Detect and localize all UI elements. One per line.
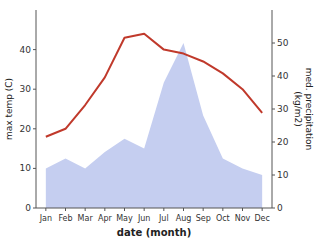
y2-tick-label: 30 bbox=[277, 104, 289, 114]
y-tick-label: 40 bbox=[20, 45, 32, 55]
y-tick bbox=[33, 128, 36, 129]
y-tick bbox=[33, 89, 36, 90]
x-tick-label: Oct bbox=[216, 214, 230, 223]
y2-tick-label: 10 bbox=[277, 170, 289, 180]
x-tick-label: Mar bbox=[78, 214, 94, 223]
x-tick-label: Feb bbox=[58, 214, 72, 223]
temperature-line bbox=[46, 34, 262, 137]
y2-axis-label-line: med. precipitation bbox=[304, 68, 314, 150]
y-tick bbox=[33, 168, 36, 169]
x-tick bbox=[45, 208, 46, 211]
y-tick-label: 20 bbox=[20, 124, 32, 134]
x-tick-label: Apr bbox=[98, 214, 113, 223]
y2-tick bbox=[272, 43, 275, 44]
x-axis-line bbox=[36, 208, 272, 209]
y-tick-label: 10 bbox=[20, 163, 32, 173]
y2-tick-label: 0 bbox=[277, 203, 283, 213]
y2-tick bbox=[272, 142, 275, 143]
y2-tick bbox=[272, 208, 275, 209]
y2-tick-label: 40 bbox=[277, 71, 289, 81]
x-tick-label: Dec bbox=[254, 214, 269, 223]
y-tick-label: 30 bbox=[20, 84, 32, 94]
x-tick-label: Sep bbox=[196, 214, 211, 223]
x-tick bbox=[65, 208, 66, 211]
plot-area bbox=[46, 34, 262, 208]
precipitation-area bbox=[46, 43, 262, 208]
x-tick bbox=[124, 208, 125, 211]
x-tick bbox=[242, 208, 243, 211]
x-tick bbox=[144, 208, 145, 211]
y2-axis-label-line: (kg/m2) bbox=[293, 91, 303, 126]
y2-tick-label: 20 bbox=[277, 137, 289, 147]
x-tick-label: May bbox=[116, 214, 133, 223]
x-tick bbox=[262, 208, 263, 211]
x-tick bbox=[104, 208, 105, 211]
y-axis-line bbox=[36, 10, 37, 208]
y-axis-label: max temp (C) bbox=[4, 78, 14, 140]
x-tick bbox=[163, 208, 164, 211]
x-tick bbox=[85, 208, 86, 211]
y2-tick-label: 50 bbox=[277, 38, 289, 48]
x-tick bbox=[203, 208, 204, 211]
x-tick-label: Jun bbox=[137, 214, 151, 223]
y-tick bbox=[33, 49, 36, 50]
y2-tick bbox=[272, 109, 275, 110]
x-tick-label: Aug bbox=[176, 214, 192, 223]
x-tick-label: Jul bbox=[158, 214, 169, 223]
y2-tick bbox=[272, 76, 275, 77]
x-tick-label: Nov bbox=[235, 214, 251, 223]
x-tick bbox=[183, 208, 184, 211]
x-tick bbox=[222, 208, 223, 211]
x-axis-label: date (month) bbox=[117, 227, 191, 238]
y2-tick bbox=[272, 175, 275, 176]
y2-axis-label: med. precipitation(kg/m2) bbox=[293, 68, 314, 150]
chart: 0 10 20 30 40 0 10 20 30 40 50 Jan Feb Mar AprMay Jun Ju… bbox=[0, 0, 318, 242]
y-tick bbox=[33, 208, 36, 209]
y-tick-label: 0 bbox=[25, 203, 31, 213]
x-tick-label: Jan bbox=[39, 214, 52, 223]
